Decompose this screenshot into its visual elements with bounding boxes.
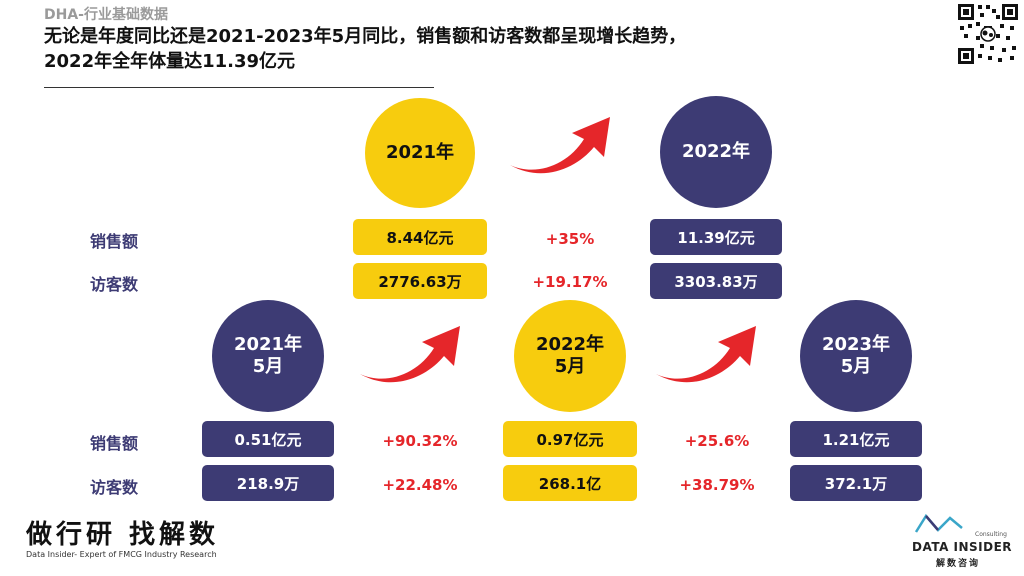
logo-consulting-text: Consulting bbox=[975, 531, 1007, 538]
logo-text: DATA INSIDER bbox=[912, 540, 1013, 554]
visitors-may-2022-value: 268.1亿 bbox=[538, 474, 602, 493]
may-2021-circle: 2021年 5月 bbox=[212, 300, 324, 412]
may-2023-label-month: 5月 bbox=[840, 356, 872, 377]
visitors-may-2023-box: 372.1万 bbox=[790, 465, 922, 501]
may-2021-label-year: 2021年 bbox=[233, 334, 303, 355]
may-2023-circle: 2023年 5月 bbox=[800, 300, 912, 412]
visitors-2021-value: 2776.63万 bbox=[378, 272, 462, 291]
growth-visitors-may-22-23: +38.79% bbox=[679, 476, 755, 494]
sales-2021-value: 8.44亿元 bbox=[386, 228, 454, 247]
row-label-sales-may: 销售额 bbox=[90, 434, 139, 453]
section-tag: DHA-行业基础数据 bbox=[44, 7, 168, 23]
visitors-may-2021-value: 218.9万 bbox=[236, 474, 300, 493]
may-2022-circle: 2022年 5月 bbox=[514, 300, 626, 412]
sales-may-2021-box: 0.51亿元 bbox=[202, 421, 334, 457]
row-label-sales-annual: 销售额 bbox=[90, 232, 139, 251]
sales-may-2023-value: 1.21亿元 bbox=[822, 430, 890, 449]
year-2021-circle: 2021年 bbox=[365, 98, 475, 208]
visitors-2021-box: 2776.63万 bbox=[353, 263, 487, 299]
visitors-may-2021-box: 218.9万 bbox=[202, 465, 334, 501]
brand-slogan: 做行研 找解数 bbox=[26, 520, 220, 550]
row-label-visitors-may: 访客数 bbox=[90, 478, 139, 497]
growth-visitors-annual: +19.17% bbox=[532, 273, 608, 291]
visitors-may-2023-value: 372.1万 bbox=[824, 474, 888, 493]
curved-red-arrow-icon bbox=[360, 326, 460, 383]
logo-chinese-text: 解数咨询 bbox=[936, 559, 981, 569]
sales-may-2022-box: 0.97亿元 bbox=[503, 421, 637, 457]
curved-red-arrow-icon bbox=[510, 117, 610, 174]
brand-subtitle: Data Insider- Expert of FMCG Industry Re… bbox=[26, 550, 217, 559]
visitors-may-2022-box: 268.1亿 bbox=[503, 465, 637, 501]
row-label-visitors-annual: 访客数 bbox=[90, 275, 139, 294]
may-2021-label-month: 5月 bbox=[252, 356, 284, 377]
sales-2022-value: 11.39亿元 bbox=[677, 228, 755, 247]
visitors-2022-value: 3303.83万 bbox=[674, 272, 758, 291]
sales-may-2021-value: 0.51亿元 bbox=[234, 430, 302, 449]
may-2022-label-year: 2022年 bbox=[535, 334, 605, 355]
headline-line-2: 2022年全年体量达11.39亿元 bbox=[44, 51, 296, 72]
headline: 无论是年度同比还是2021-2023年5月同比，销售额和访客数都呈现增长趋势， … bbox=[44, 24, 904, 74]
growth-sales-may-22-23: +25.6% bbox=[684, 432, 750, 450]
growth-sales-annual: +35% bbox=[545, 230, 595, 248]
sales-2022-box: 11.39亿元 bbox=[650, 219, 782, 255]
data-insider-logo-icon bbox=[914, 513, 963, 533]
may-2022-label-month: 5月 bbox=[554, 356, 586, 377]
growth-sales-may-21-22: +90.32% bbox=[382, 432, 458, 450]
year-2022-label: 2022年 bbox=[681, 141, 751, 162]
sales-2021-box: 8.44亿元 bbox=[353, 219, 487, 255]
growth-visitors-may-21-22: +22.48% bbox=[382, 476, 458, 494]
year-2021-label: 2021年 bbox=[385, 142, 455, 163]
sales-may-2023-box: 1.21亿元 bbox=[790, 421, 922, 457]
curved-red-arrow-icon bbox=[656, 326, 756, 383]
visitors-2022-box: 3303.83万 bbox=[650, 263, 782, 299]
sales-may-2022-value: 0.97亿元 bbox=[536, 430, 604, 449]
header-divider bbox=[44, 87, 434, 88]
may-2023-label-year: 2023年 bbox=[821, 334, 891, 355]
qr-code-icon bbox=[956, 2, 1020, 66]
headline-line-1: 无论是年度同比还是2021-2023年5月同比，销售额和访客数都呈现增长趋势， bbox=[44, 26, 687, 47]
year-2022-circle: 2022年 bbox=[660, 96, 772, 208]
